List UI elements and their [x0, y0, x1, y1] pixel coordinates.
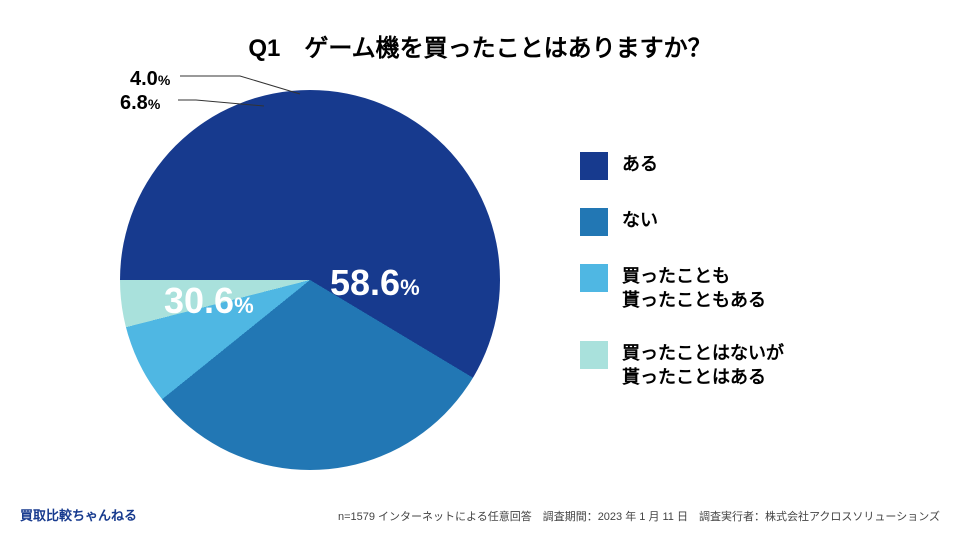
callout-label-3: 4.0%	[130, 68, 170, 91]
legend-item-1: ない	[580, 208, 920, 236]
legend-swatch-3	[580, 341, 608, 369]
footer-meta: n=1579 インターネットによる任意回答 調査期間：2023 年 1 月 11…	[338, 508, 940, 524]
legend-text-1: ない	[622, 208, 658, 232]
slice-pct-1: 30.6	[164, 280, 234, 321]
legend-text-3: 買ったことはないが 貰ったことはある	[622, 341, 784, 390]
slice-label-0: 58.6%	[330, 262, 420, 304]
callout-label-2: 6.8%	[120, 92, 160, 115]
chart-title-text: Q1 ゲーム機を買ったことはありますか？	[248, 35, 711, 62]
legend-swatch-0	[580, 152, 608, 180]
chart-title: Q1 ゲーム機を買ったことはありますか？	[0, 28, 960, 63]
legend-swatch-2	[580, 264, 608, 292]
legend-item-0: ある	[580, 152, 920, 180]
footer-meta-text: n=1579 インターネットによる任意回答 調査期間：2023 年 1 月 11…	[338, 511, 940, 523]
footer-brand: 買取比較ちゃんねる	[20, 505, 137, 524]
legend-item-2: 買ったことも 貰ったこともある	[580, 264, 920, 313]
legend-text-2: 買ったことも 貰ったこともある	[622, 264, 766, 313]
legend: あるない買ったことも 貰ったこともある買ったことはないが 貰ったことはある	[580, 152, 920, 417]
footer-brand-text: 買取比較ちゃんねる	[20, 508, 137, 523]
legend-swatch-1	[580, 208, 608, 236]
slice-pct-0: 58.6	[330, 262, 400, 303]
callout-pct-2: 6.8	[120, 92, 148, 114]
callout-pct-3: 4.0	[130, 68, 158, 90]
legend-text-0: ある	[622, 152, 658, 176]
slice-label-1: 30.6%	[164, 280, 254, 322]
legend-item-3: 買ったことはないが 貰ったことはある	[580, 341, 920, 390]
